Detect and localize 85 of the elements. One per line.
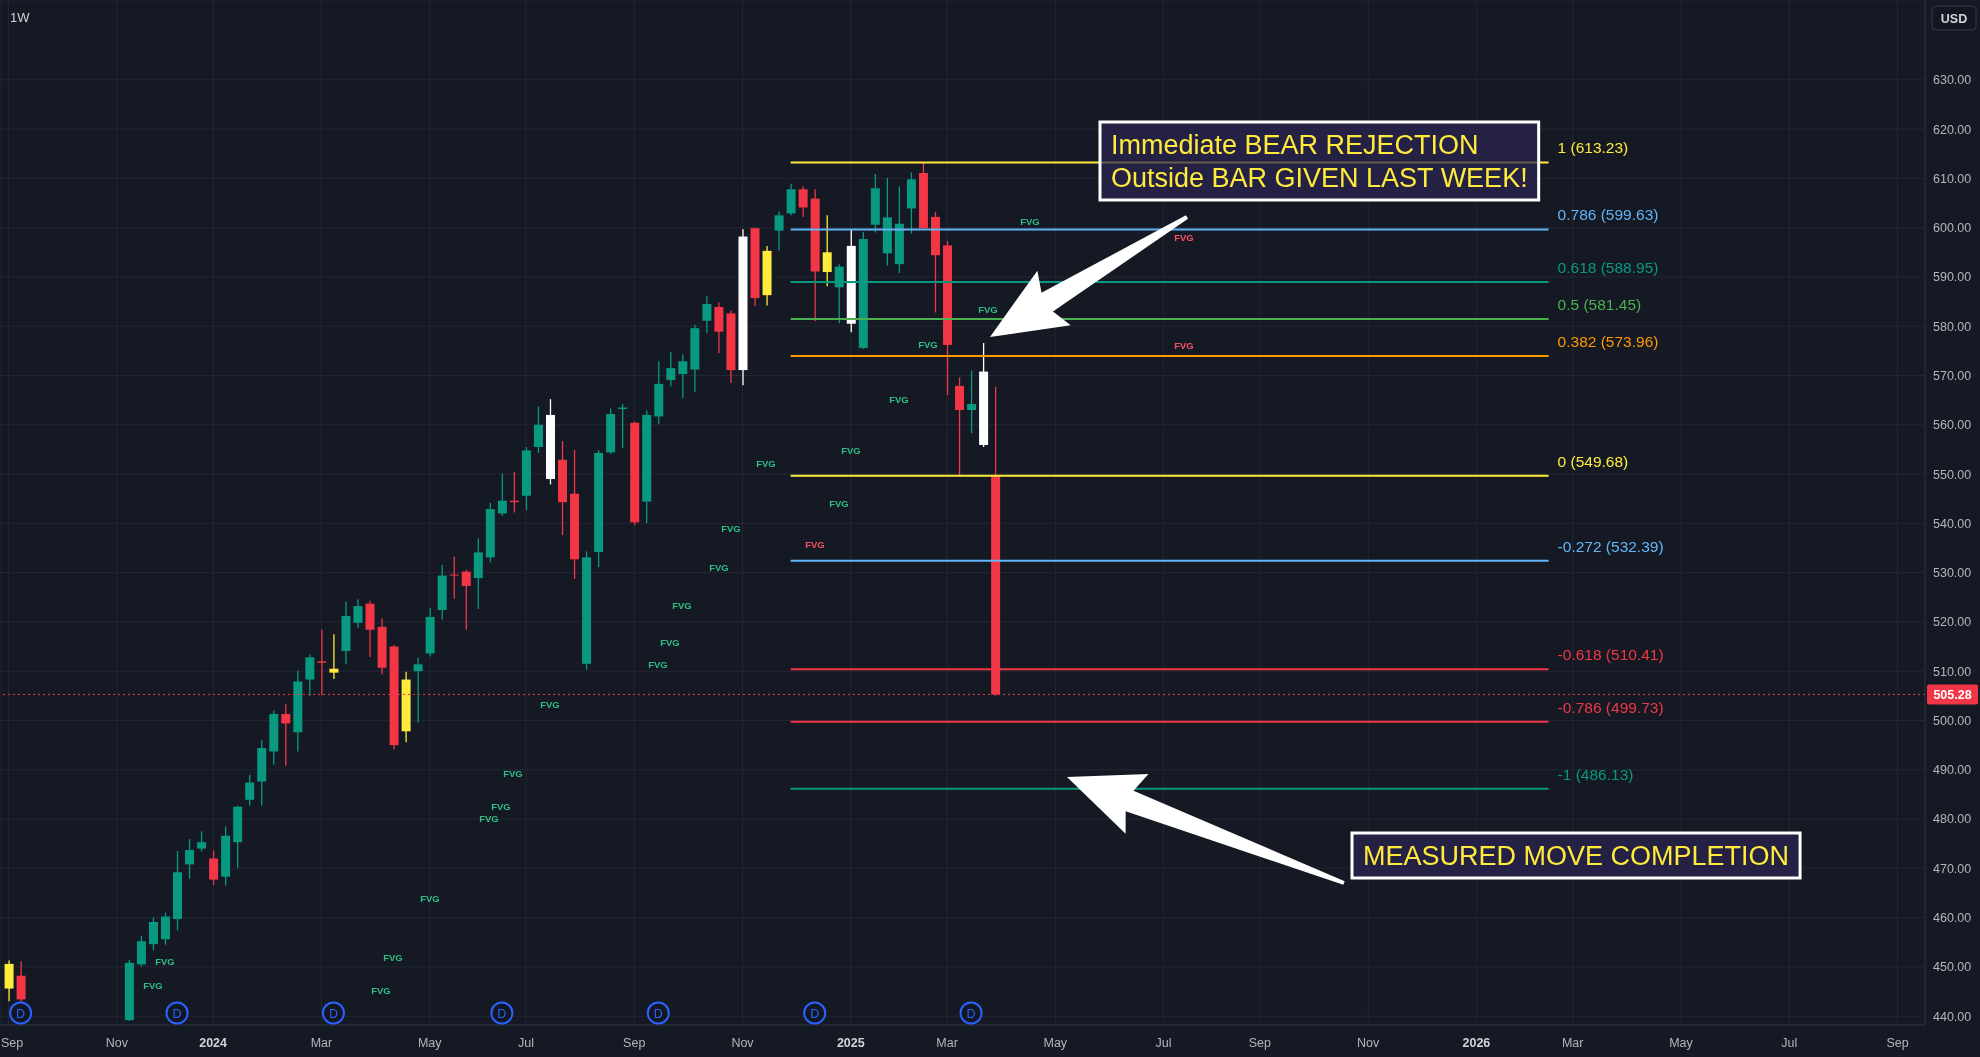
annotation: FVG [491,800,511,812]
annotation: FVG [829,497,849,509]
annotation: D [810,1006,820,1021]
y-tick-label: 560.00 [1933,418,1972,433]
x-tick-label: Nov [105,1036,129,1050]
y-tick-label: 500.00 [1933,713,1972,728]
series-label: -1 (486.13) [1557,765,1634,783]
annotation: FVG [540,698,560,710]
y-tick-label: 460.00 [1933,911,1972,926]
annotation: D [328,1006,338,1021]
annotation: Immediate BEAR REJECTION Outside BAR GIVEN LAST WEEK! [1111,130,1528,194]
y-tick-label: 520.00 [1933,615,1972,630]
series-label: 0.382 (573.96) [1557,332,1659,350]
annotation: FVG [978,303,998,315]
x-tick-label: Nov [731,1036,755,1050]
annotation: FVG [1174,231,1194,243]
annotation: FVG [479,812,499,824]
annotation: D [966,1006,976,1021]
annotation: D [172,1006,182,1021]
annotation: FVG [918,338,938,350]
annotation: FVG [371,984,391,996]
annotation: FVG [143,979,163,991]
annotation: FVG [709,561,729,573]
series-label: 0.618 (588.95) [1557,259,1659,277]
y-tick-label: 530.00 [1933,566,1972,581]
annotation: FVG [672,599,692,611]
x-tick-label: Nov [1357,1036,1380,1050]
annotation: D [653,1006,663,1021]
y-tick-label: 580.00 [1933,319,1972,334]
annotation: FVG [805,538,825,550]
x-tick-label: Sep [1886,1036,1909,1050]
annotation: FVG [155,955,175,967]
y-tick-label: 470.00 [1933,861,1972,876]
annotation: FVG [420,892,440,904]
annotation: FVG [648,658,668,670]
annotation: FVG [756,457,776,469]
x-tick-label: Sep [1,1036,24,1050]
series-label: 0.5 (581.45) [1557,296,1642,314]
x-tick-label: May [1669,1036,1694,1050]
series-label: -0.786 (499.73) [1557,698,1664,716]
y-tick-label: 540.00 [1933,516,1972,531]
x-tick-label: 2024 [199,1036,228,1050]
annotation: FVG [889,393,909,405]
series-label: 1 (613.23) [1557,139,1629,157]
y-tick-label: 610.00 [1933,171,1972,186]
series-label: -0.618 (510.41) [1557,646,1664,664]
series-label: 0 (549.68) [1557,452,1629,470]
y-tick-label: 630.00 [1933,73,1972,88]
text: 1W [10,10,31,25]
x-tick-label: Jul [1781,1036,1798,1050]
x-tick-label: May [417,1036,443,1050]
annotation: FVG [1174,339,1194,351]
x-tick-label: Sep [1248,1036,1272,1050]
x-tick-label: May [1043,1036,1068,1050]
x-tick-label: Mar [1561,1036,1584,1050]
y-tick-label: 480.00 [1933,812,1972,827]
annotation: FVG [1020,215,1040,227]
y-tick-label: 570.00 [1933,368,1972,383]
annotation: MEASURED MOVE COMPLETION [1363,841,1790,872]
x-tick-label: Mar [936,1036,958,1050]
y-tick-label: 620.00 [1933,122,1972,137]
series-label: 0.786 (599.63) [1557,206,1659,224]
x-tick-label: Jul [1155,1036,1172,1050]
x-tick-label: Mar [310,1036,333,1050]
x-tick-label: Jul [517,1036,534,1050]
x-tick-label: 2026 [1462,1036,1491,1050]
annotation: FVG [721,522,741,534]
ref-line-label: 505.28 [1933,687,1972,702]
y-tick-label: 490.00 [1933,763,1972,778]
annotation: FVG [660,636,680,648]
text: USD [1940,11,1968,26]
y-tick-label: 590.00 [1933,270,1972,285]
x-tick-label: Sep [623,1036,646,1050]
annotation: D [497,1006,507,1021]
y-tick-label: 440.00 [1933,1009,1972,1024]
x-tick-label: 2025 [836,1036,865,1050]
series-label: -0.272 (532.39) [1557,537,1664,555]
y-tick-label: 510.00 [1933,664,1972,679]
y-tick-label: 450.00 [1933,960,1972,975]
annotation: D [16,1006,26,1021]
y-tick-label: 550.00 [1933,467,1972,482]
annotation: FVG [841,444,861,456]
y-tick-label: 600.00 [1933,221,1972,236]
annotation: FVG [383,951,403,963]
annotation: FVG [503,767,523,779]
